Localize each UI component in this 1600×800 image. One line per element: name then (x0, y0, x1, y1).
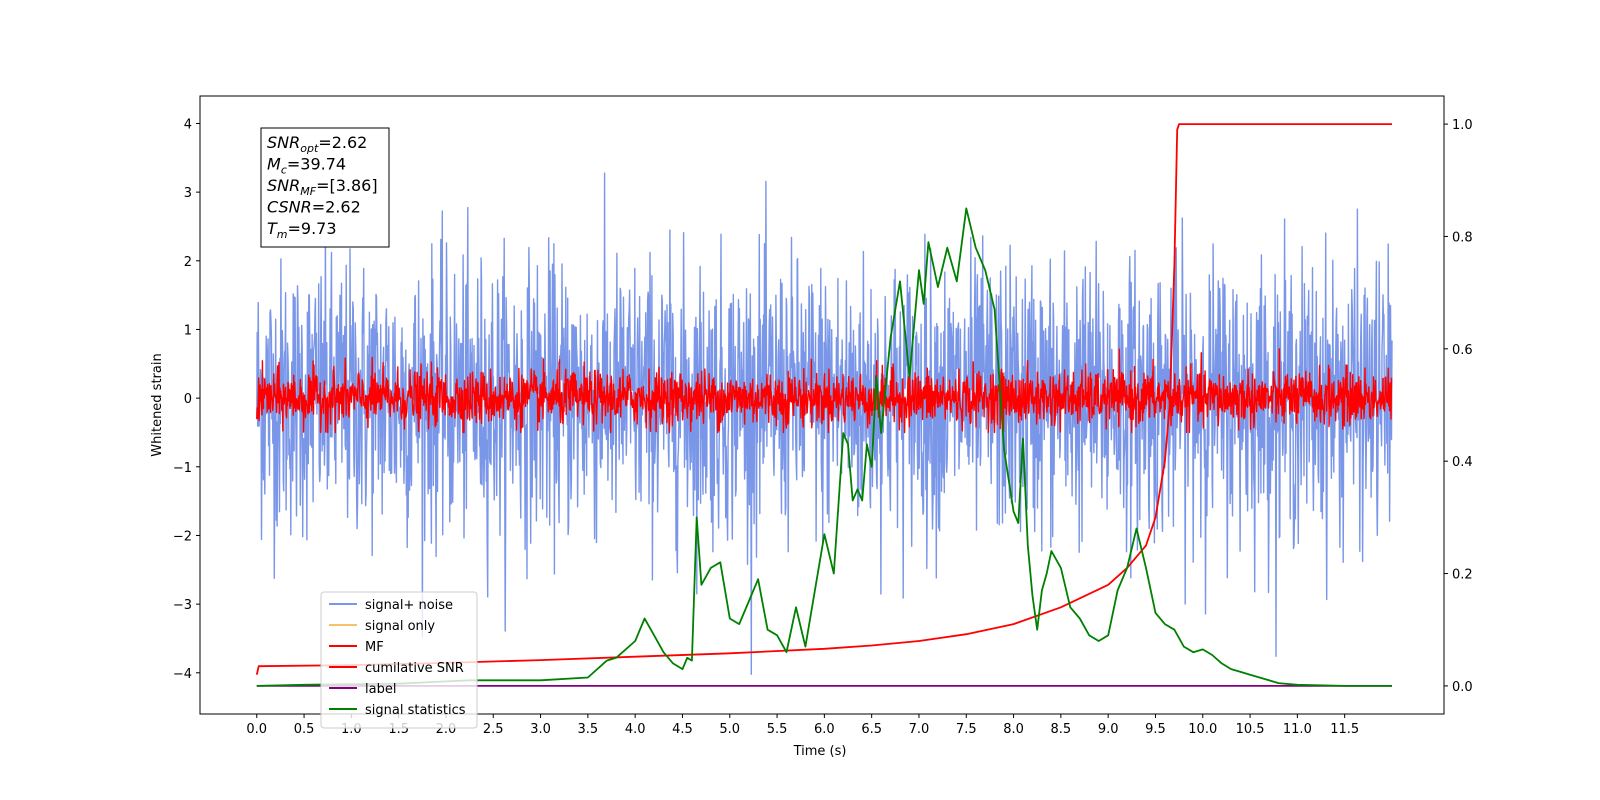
y-axis-label: Whitened strain (150, 353, 165, 456)
y-right-tick-label: 0.8 (1452, 230, 1473, 245)
y-left-tick-label: −2 (173, 529, 192, 544)
x-tick-label: 4.0 (625, 722, 646, 737)
annotation-line: Mc=39.74 (267, 155, 346, 177)
y-left-tick-label: 4 (184, 117, 192, 132)
annotation-line: SNRopt=2.62 (267, 133, 367, 155)
annotation-value: =[3.86] (316, 176, 378, 195)
plot-frame (199, 95, 1445, 715)
x-tick-label: 7.0 (909, 722, 930, 737)
x-axis-label: Time (s) (793, 744, 847, 759)
annotation-line: Tm=9.73 (267, 219, 337, 241)
annotation-subscript: MF (300, 185, 316, 198)
annotation-subscript: c (281, 164, 287, 177)
y-left-tick-label: −3 (173, 598, 192, 613)
annotation-value: =2.62 (312, 198, 361, 217)
y-left-tick-label: −4 (173, 667, 192, 682)
x-tick-label: 3.0 (530, 722, 551, 737)
y-right-tick-label: 1.0 (1452, 118, 1473, 133)
annotation-box: SNRopt=2.62Mc=39.74SNRMF=[3.86]CSNR=2.62… (260, 127, 390, 248)
series-signal-statistics-line (256, 207, 1392, 687)
legend-label: signal only (365, 619, 435, 634)
x-tick-label: 11.5 (1330, 722, 1359, 737)
x-tick-label: 10.0 (1188, 722, 1217, 737)
annotation-line: CSNR=2.62 (267, 198, 361, 217)
annotation-subscript: opt (300, 142, 319, 155)
y-right-tick-label: 0.2 (1452, 568, 1473, 583)
series-mf-line (256, 348, 1393, 434)
x-tick-label: 5.5 (767, 722, 788, 737)
x-tick-label: 11.0 (1283, 722, 1312, 737)
legend: signal+ noise signal only MF cumilative SNR… (320, 591, 478, 729)
y-right-tick-label: 0.6 (1452, 343, 1473, 358)
x-tick-label: 0.5 (294, 722, 315, 737)
annotation-line: SNRMF=[3.86] (267, 176, 378, 198)
legend-label: signal+ noise (365, 598, 453, 613)
y-left-tick-label: 1 (184, 323, 192, 338)
y-right-tick-label: 0.4 (1452, 455, 1473, 470)
y-axis-right-ticks: 1.0 0.8 0.6 0.4 0.2 0.0 (1444, 118, 1473, 695)
x-tick-label: 2.5 (483, 722, 504, 737)
x-tick-label: 0.0 (246, 722, 267, 737)
x-tick-label: 10.5 (1236, 722, 1265, 737)
legend-label: MF (365, 640, 384, 655)
annotation-symbol: SNR (267, 176, 300, 195)
x-tick-label: 8.5 (1051, 722, 1072, 737)
x-tick-label: 6.5 (861, 722, 882, 737)
series-cumilative-snr-line (255, 123, 1392, 675)
annotation-symbol: M (267, 155, 281, 174)
y-left-tick-label: 3 (184, 186, 192, 201)
y-left-tick-label: 2 (184, 255, 192, 270)
annotation-value: =9.73 (288, 219, 337, 238)
y-right-tick-label: 0.0 (1452, 680, 1473, 695)
annotation-value: =2.62 (318, 133, 367, 152)
legend-label: signal statistics (365, 703, 466, 718)
annotation-box-frame (260, 127, 390, 248)
x-axis-ticks: 0.0 0.5 1.0 1.5 2.0 2.5 3.0 3.5 4.0 4.5 5.0 5.5 6.0 6… (246, 714, 1359, 737)
x-tick-label: 8.0 (1003, 722, 1024, 737)
legend-label: cumilative SNR (365, 661, 464, 676)
x-tick-label: 6.0 (814, 722, 835, 737)
annotation-subscript: m (277, 228, 288, 241)
annotation-value: =39.74 (287, 155, 346, 174)
legend-frame (320, 591, 478, 729)
x-tick-label: 9.0 (1098, 722, 1119, 737)
y-axis-left-ticks: 4 3 2 1 0 −1 −2 −3 −4 (173, 117, 200, 682)
legend-label: label (365, 682, 396, 697)
x-tick-label: 9.5 (1145, 722, 1166, 737)
x-tick-label: 4.5 (672, 722, 693, 737)
x-tick-label: 5.0 (719, 722, 740, 737)
x-tick-label: 3.5 (578, 722, 599, 737)
annotation-symbol: T (267, 219, 278, 238)
y-left-tick-label: −1 (173, 461, 192, 476)
annotation-symbol: CSNR (267, 198, 312, 217)
x-tick-label: 7.5 (956, 722, 977, 737)
annotation-symbol: SNR (267, 133, 300, 152)
y-left-tick-label: 0 (184, 392, 192, 407)
